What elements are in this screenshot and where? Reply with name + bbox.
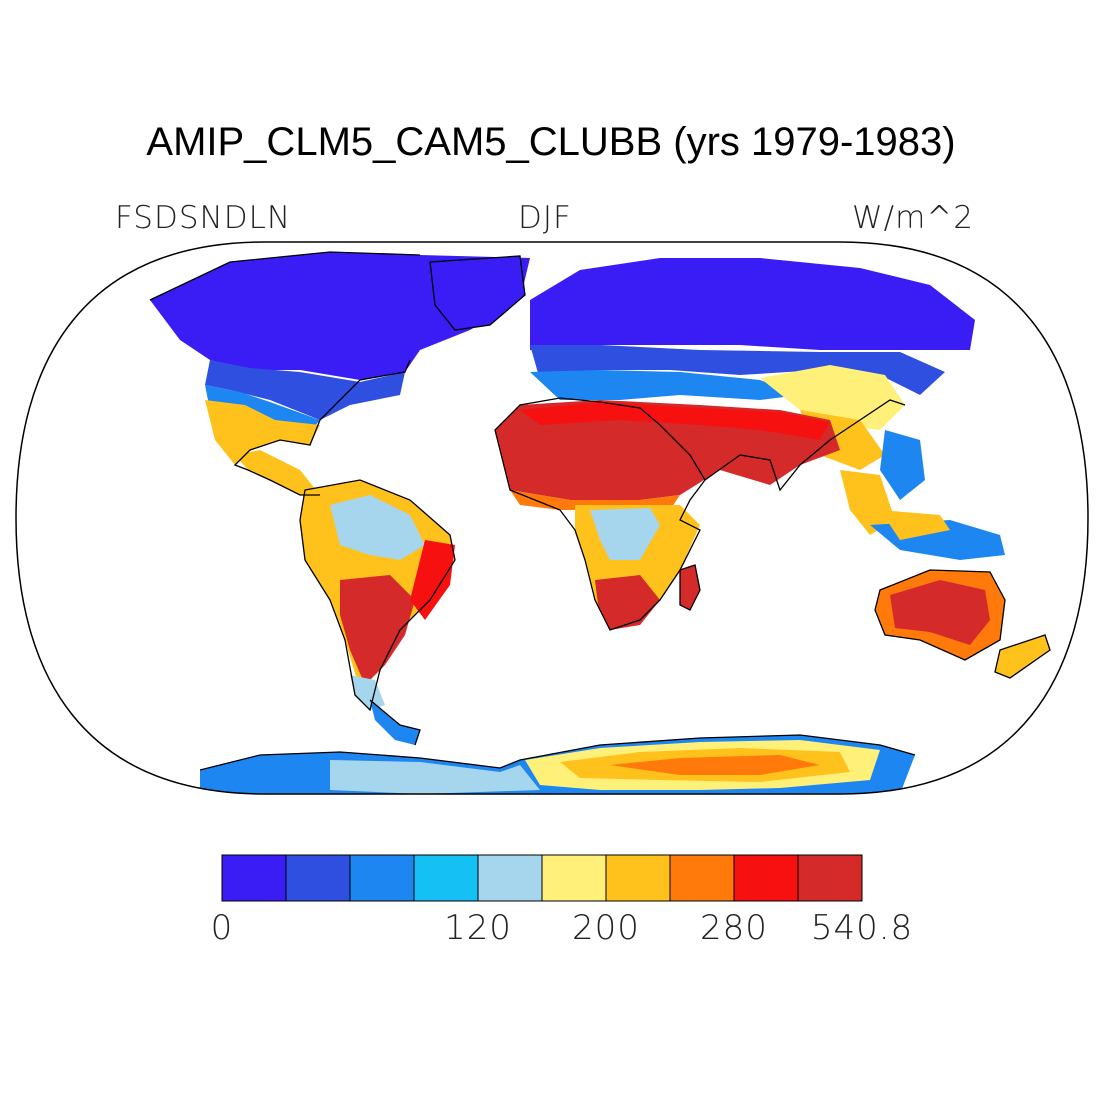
colorbar-box (733, 854, 799, 902)
variable-label: FSDSNDLN (115, 200, 292, 236)
eurasia-mid (530, 345, 945, 395)
antarctica-red (610, 755, 820, 775)
north-america-south (205, 385, 320, 432)
australia-inner (890, 580, 990, 645)
southeast-asia (840, 470, 895, 535)
colorbar-box (669, 854, 735, 902)
north-america-mid (205, 360, 405, 420)
colorbar-box (477, 854, 543, 902)
eurasia-cold (530, 258, 975, 350)
mexico (235, 450, 320, 495)
sahel-band (520, 402, 830, 440)
land-field (150, 252, 1050, 794)
colorbar-tick-label: 540.8 (810, 908, 914, 948)
congo (590, 508, 660, 560)
south-america-south (340, 575, 415, 685)
colorbar-box (285, 854, 351, 902)
greenland (430, 256, 525, 330)
antarctica-lightblue (330, 760, 540, 794)
colorbar-tick-label: 200 (572, 908, 640, 948)
usa-south (205, 400, 320, 465)
brazil-east (410, 540, 455, 620)
east-asia-blue (880, 430, 925, 500)
colorbar-tick-label: 280 (700, 908, 768, 948)
colorbar-box (541, 854, 607, 902)
colorbar-box (221, 854, 287, 902)
colorbar-box (349, 854, 415, 902)
colorbar-tick-label: 120 (444, 908, 512, 948)
coastlines (149, 251, 1051, 771)
eurasia-south (530, 370, 800, 400)
indonesia-yellow (880, 510, 950, 540)
season-label: DJF (518, 200, 572, 236)
colorbar-tick-label: 0 (210, 908, 234, 948)
new-zealand (995, 635, 1050, 678)
amazon (330, 495, 425, 560)
map-frame (15, 241, 1089, 795)
colorbar-box (413, 854, 479, 902)
colorbar-box (797, 854, 863, 902)
colorbar-box (605, 854, 671, 902)
map-title: AMIP_CLM5_CAM5_CLUBB (yrs 1979-1983) (146, 120, 956, 164)
units-label: W/m^2 (852, 200, 974, 236)
